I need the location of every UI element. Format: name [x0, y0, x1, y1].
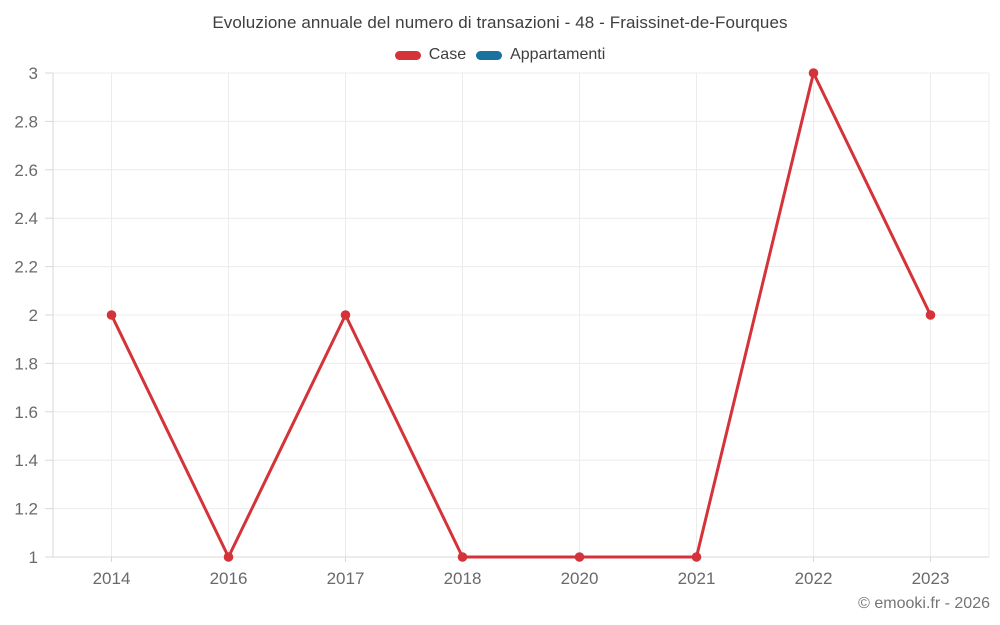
y-tick-label: 3: [29, 64, 38, 83]
y-tick-label: 2.4: [14, 209, 38, 228]
y-tick-label: 2.2: [14, 258, 38, 277]
x-tick-label: 2014: [93, 569, 131, 588]
data-point-case-2020[interactable]: [574, 552, 585, 562]
data-point-case-2022[interactable]: [808, 68, 819, 78]
x-tick-label: 2022: [795, 569, 833, 588]
x-tick-label: 2017: [327, 569, 365, 588]
data-point-case-2018[interactable]: [457, 552, 468, 562]
y-tick-label: 1.6: [14, 403, 38, 422]
legend-swatch-appartamenti-icon: [476, 50, 503, 60]
y-tick-label: 2: [29, 306, 38, 325]
y-tick-label: 2.8: [14, 112, 38, 131]
x-tick-label: 2018: [444, 569, 482, 588]
data-point-case-2014[interactable]: [106, 310, 117, 320]
legend-label-appartamenti: Appartamenti: [510, 46, 606, 63]
legend-swatch-case-icon: [394, 50, 421, 60]
data-point-case-2017[interactable]: [340, 310, 351, 320]
series-line-case: [110, 71, 932, 559]
y-tick-label: 1.2: [14, 500, 38, 519]
y-tick-label: 2.6: [14, 161, 38, 180]
chart-title: Evoluzione annuale del numero di transaz…: [212, 13, 788, 32]
y-tick-label: 1.8: [14, 354, 38, 373]
x-tick-label: 2023: [912, 569, 950, 588]
y-tick-label: 1: [29, 548, 38, 567]
x-tick-label: 2021: [678, 569, 716, 588]
legend: Case Appartamenti: [0, 46, 1000, 64]
legend-item-appartamenti[interactable]: Appartamenti: [476, 46, 605, 64]
data-point-case-2021[interactable]: [691, 552, 702, 562]
copyright-footer: © emooki.fr - 2026: [858, 595, 990, 612]
legend-item-case[interactable]: Case: [394, 46, 467, 64]
legend-label-case: Case: [428, 46, 467, 63]
data-point-case-2016[interactable]: [223, 552, 234, 562]
data-point-case-2023[interactable]: [925, 310, 936, 320]
x-tick-label: 2020: [561, 569, 599, 588]
x-tick-label: 2016: [210, 569, 248, 588]
y-tick-label: 1.4: [14, 451, 38, 470]
